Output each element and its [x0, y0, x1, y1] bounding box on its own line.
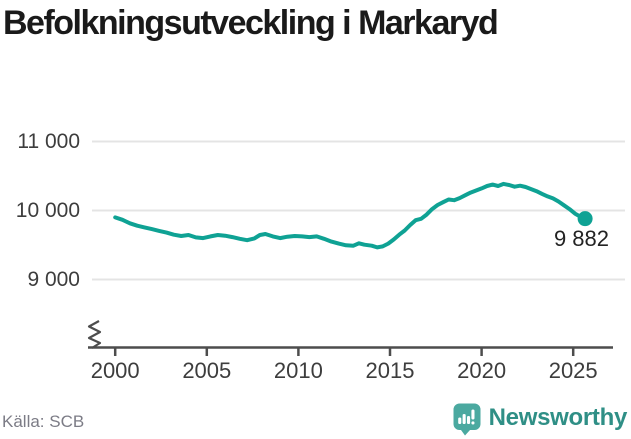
newsworthy-bubble-chart-icon: [453, 403, 481, 436]
end-point-dot: [577, 211, 593, 227]
x-tick-label: 2005: [182, 358, 232, 383]
y-tick-label: 9 000: [27, 267, 80, 291]
x-tick-label: 2010: [273, 358, 323, 383]
axis-break-icon: [87, 320, 102, 349]
x-axis-ticks: [113, 347, 575, 356]
population-line: [113, 181, 588, 250]
line-series: [113, 181, 593, 250]
page-title: Befolkningsutveckling i Markaryd: [3, 4, 499, 42]
gridlines: [92, 140, 625, 281]
source-caption: Källa: SCB: [2, 412, 85, 431]
end-value-label: 9 882: [553, 226, 609, 251]
x-tick-label: 2000: [90, 358, 140, 383]
x-tick-label: 2020: [457, 358, 507, 383]
newsworthy-logo: Newsworthy: [453, 403, 627, 437]
y-tick-label: 10 000: [15, 198, 80, 222]
x-tick-label: 2025: [548, 358, 598, 383]
x-tick-label: 2015: [365, 358, 415, 383]
newsworthy-wordmark: Newsworthy: [488, 404, 628, 431]
y-tick-label: 11 000: [17, 129, 80, 153]
